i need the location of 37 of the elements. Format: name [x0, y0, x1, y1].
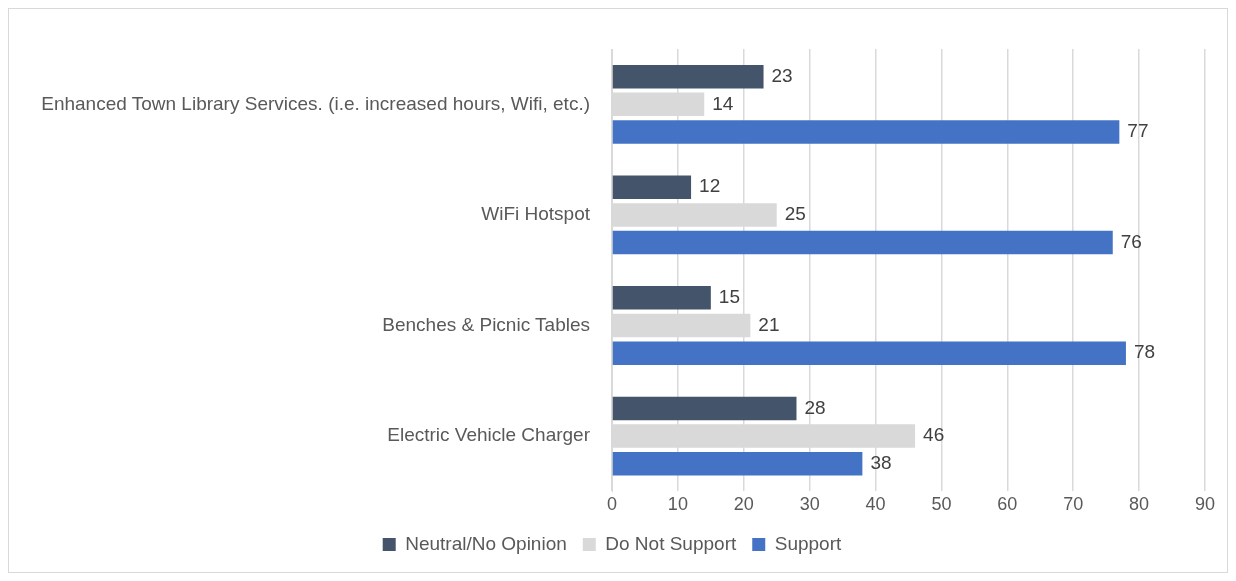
bar	[612, 64, 764, 89]
bar	[612, 396, 797, 421]
data-label: 78	[1133, 341, 1156, 363]
x-tick-label: 10	[667, 494, 688, 515]
data-label: 46	[923, 424, 945, 446]
x-tick-label: 60	[997, 494, 1018, 515]
data-label: 14	[712, 92, 734, 114]
x-tick-label: 20	[733, 494, 754, 515]
data-label: 38	[870, 451, 892, 473]
bar	[612, 175, 692, 199]
legend-label: Neutral/No Opinion	[405, 532, 567, 554]
data-label: 21	[758, 313, 780, 335]
x-tick-label: 70	[1063, 494, 1084, 515]
data-label: 25	[784, 203, 806, 225]
legend-label: Support	[774, 532, 843, 554]
y-tick-label: WiFi Hotspot	[481, 203, 591, 225]
x-tick-label: 80	[1129, 494, 1150, 515]
x-tick-label: 0	[606, 494, 618, 515]
data-label: 28	[804, 396, 826, 418]
x-tick-label: 30	[799, 494, 820, 515]
bar	[612, 341, 1126, 365]
data-label: 76	[1120, 230, 1142, 252]
data-label: 12	[699, 175, 721, 197]
bar	[612, 120, 1120, 144]
x-tick-label: 90	[1194, 494, 1216, 515]
legend-label: Do Not Support	[605, 532, 737, 554]
bar	[612, 286, 711, 310]
y-tick-label: Benches & Picnic Tables	[382, 313, 590, 335]
data-label: 77	[1127, 120, 1149, 142]
data-label: 23	[771, 64, 793, 86]
y-tick-label: Electric Vehicle Charger	[387, 424, 591, 446]
bar	[612, 452, 863, 476]
data-label: 15	[718, 286, 740, 308]
bar	[612, 230, 1113, 255]
y-tick-label: Enhanced Town Library Services. (i.e. increased hours, Wifi, etc.)	[41, 92, 590, 114]
x-tick-label: 50	[931, 494, 952, 515]
x-tick-label: 40	[865, 494, 886, 515]
